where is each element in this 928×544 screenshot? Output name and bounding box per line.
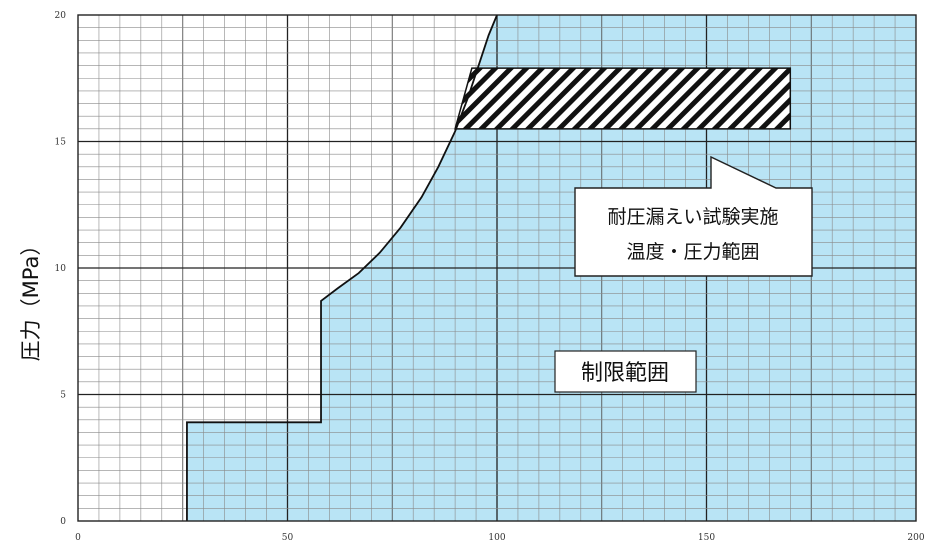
callout-box [574, 155, 813, 277]
callout-line-2: 温度・圧力範囲 [626, 241, 759, 263]
callout: 耐圧漏えい試験実施 温度・圧力範囲 [574, 155, 813, 277]
restricted-boundary [186, 14, 498, 521]
x-tick-label: 200 [907, 533, 924, 543]
test-range-hatch [454, 67, 792, 130]
y-tick-label: 10 [55, 264, 67, 274]
y-tick-label: 5 [60, 391, 66, 401]
region-label: 制限範囲 [554, 350, 697, 393]
plot-frame [77, 14, 917, 522]
y-tick-label: 15 [55, 138, 67, 148]
y-axis-label: 圧力（MPa） [19, 235, 43, 362]
y-tick-label: 0 [60, 517, 66, 527]
x-tick-label: 50 [282, 533, 294, 543]
region-label-box [554, 350, 697, 393]
x-tick-label: 150 [698, 533, 715, 543]
x-tick-label: 100 [488, 533, 505, 543]
x-tick-label: 0 [75, 533, 81, 543]
region-label-text: 制限範囲 [581, 361, 669, 386]
callout-line-1: 耐圧漏えい試験実施 [607, 206, 778, 228]
y-tick-label: 20 [55, 11, 67, 21]
